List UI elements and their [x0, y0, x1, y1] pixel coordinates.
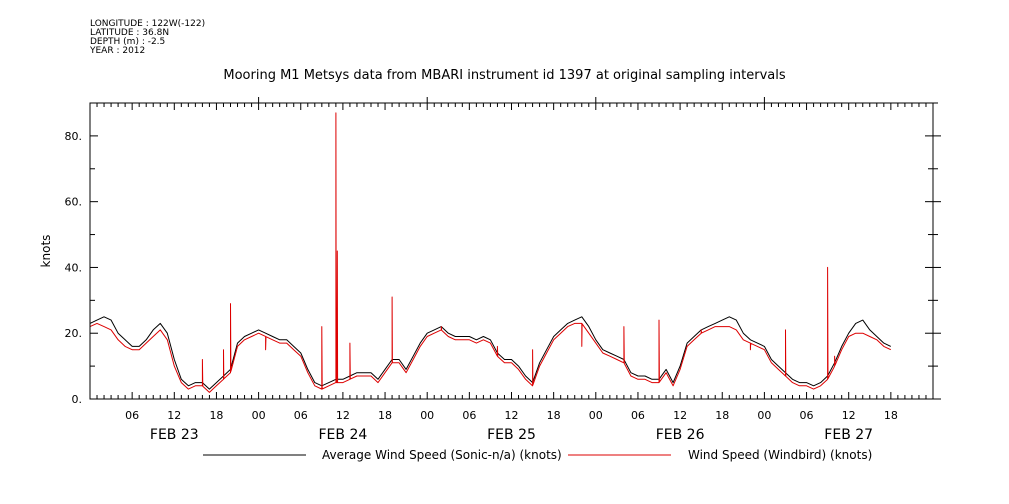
- y-tick-label: 40.: [65, 261, 83, 274]
- x-tick-label: 18: [378, 409, 392, 422]
- x-tick-label: 06: [294, 409, 308, 422]
- x-tick-label: 12: [505, 409, 519, 422]
- series-average-wind-speed-line: [89, 316, 892, 390]
- y-tick-label: 20.: [65, 327, 83, 340]
- day-label: FEB 25: [487, 427, 536, 443]
- y-axis-label: knots: [39, 235, 53, 268]
- y-tick-label: 0.: [72, 393, 83, 406]
- meta-year: YEAR : 2012: [90, 46, 146, 56]
- x-tick-label: 00: [589, 409, 603, 422]
- x-tick-label: 12: [673, 409, 687, 422]
- x-tick-label: 12: [842, 409, 856, 422]
- chart-title: Mooring M1 Metsys data from MBARI instru…: [223, 68, 786, 83]
- plot-frame: [89, 102, 934, 400]
- x-tick-label: 06: [125, 409, 139, 422]
- x-tick-label: 12: [167, 409, 181, 422]
- y-tick-label: 60.: [65, 196, 83, 209]
- meta-latitude: LATITUDE : 36.8N: [90, 28, 170, 38]
- x-tick-label: 06: [462, 409, 476, 422]
- x-tick-label: 18: [547, 409, 561, 422]
- legend-label-windbird: Wind Speed (Windbird) (knots): [688, 448, 872, 462]
- y-tick-label: 80.: [65, 130, 83, 143]
- day-label: FEB 26: [656, 427, 705, 443]
- x-tick-label: 00: [757, 409, 771, 422]
- day-label: FEB 27: [824, 427, 873, 443]
- meta-depth: DEPTH (m) : -2.5: [90, 37, 166, 47]
- x-tick-label: 06: [631, 409, 645, 422]
- day-label: FEB 24: [319, 427, 368, 443]
- day-label: FEB 23: [150, 427, 199, 443]
- series-windbird-wind-speed-line: [89, 112, 892, 393]
- meta-longitude: LONGITUDE : 122W(-122): [90, 19, 206, 29]
- x-tick-label: 18: [715, 409, 729, 422]
- x-tick-label: 00: [252, 409, 266, 422]
- legend-label-average: Average Wind Speed (Sonic-n/a) (knots): [322, 448, 562, 462]
- x-tick-label: 18: [209, 409, 223, 422]
- x-tick-label: 00: [420, 409, 434, 422]
- metadata-block: LONGITUDE : 122W(-122) LATITUDE : 36.8N …: [90, 20, 205, 56]
- x-tick-label: 18: [884, 409, 898, 422]
- x-tick-label: 12: [336, 409, 350, 422]
- x-tick-label: 06: [800, 409, 814, 422]
